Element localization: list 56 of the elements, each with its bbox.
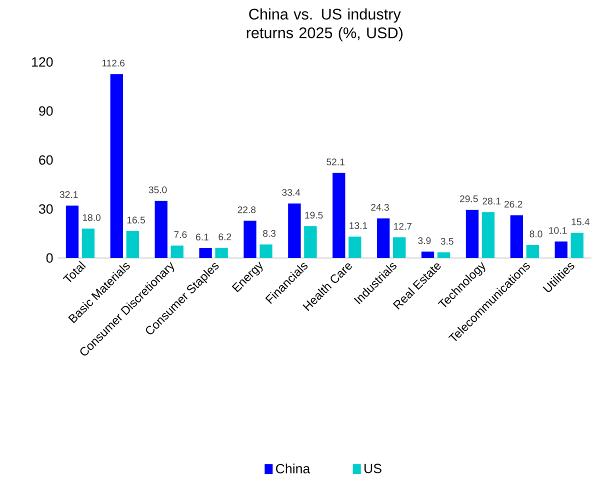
data-label: 32.1	[60, 191, 78, 198]
y-tick-label: 60	[39, 155, 53, 165]
data-label: 112.6	[102, 60, 125, 66]
data-label: 22.8	[238, 206, 256, 214]
data-label: 16.5	[127, 216, 145, 224]
bar	[393, 237, 406, 258]
data-label: 28.1	[482, 198, 500, 204]
bar	[437, 252, 450, 258]
data-label: 13.1	[350, 222, 368, 229]
bar	[199, 248, 212, 258]
data-label: 18.0	[82, 214, 101, 221]
bar	[304, 226, 317, 258]
data-label: 6.2	[218, 233, 232, 240]
bar	[510, 215, 524, 258]
data-label: 3.9	[418, 237, 431, 244]
data-label: 26.2	[504, 200, 522, 208]
y-tick-label: 90	[39, 106, 53, 116]
bar	[154, 200, 168, 258]
legend-label: US	[364, 464, 382, 474]
bar	[260, 244, 272, 258]
data-label: 35.0	[148, 186, 167, 194]
bar	[126, 231, 140, 258]
data-label: 8.3	[263, 230, 276, 237]
bar	[554, 242, 568, 258]
bar	[466, 210, 479, 258]
y-tick-label: 30	[38, 204, 53, 214]
data-label: 7.6	[174, 231, 187, 238]
bar	[288, 203, 301, 258]
bar	[421, 252, 434, 258]
data-label: 24.3	[371, 204, 389, 211]
bar	[570, 232, 584, 258]
chart-title: China vs. US industry returns 2025 (%, USD)	[246, 8, 403, 42]
data-label: 15.4	[572, 218, 590, 226]
data-label: 29.5	[460, 195, 478, 202]
bar	[377, 218, 390, 258]
data-label: 12.7	[394, 222, 412, 230]
bar	[244, 220, 256, 258]
bar	[170, 246, 184, 258]
legend-label: China	[276, 464, 310, 474]
y-tick-label: 0	[46, 253, 53, 263]
data-label: 6.1	[196, 234, 208, 240]
bar	[332, 172, 346, 258]
data-label: 3.5	[440, 238, 454, 245]
data-label: 19.5	[305, 212, 323, 219]
data-label: 8.0	[530, 230, 542, 238]
bar	[526, 244, 540, 258]
bar	[110, 74, 123, 258]
bar	[66, 206, 79, 258]
data-label: 10.1	[549, 227, 567, 234]
bar	[348, 236, 362, 258]
data-label: 33.4	[282, 189, 300, 196]
bar	[82, 228, 95, 258]
y-tick-label: 120	[32, 57, 53, 67]
bar	[215, 248, 228, 258]
data-label: 52.1	[326, 158, 344, 166]
bar	[482, 212, 495, 258]
